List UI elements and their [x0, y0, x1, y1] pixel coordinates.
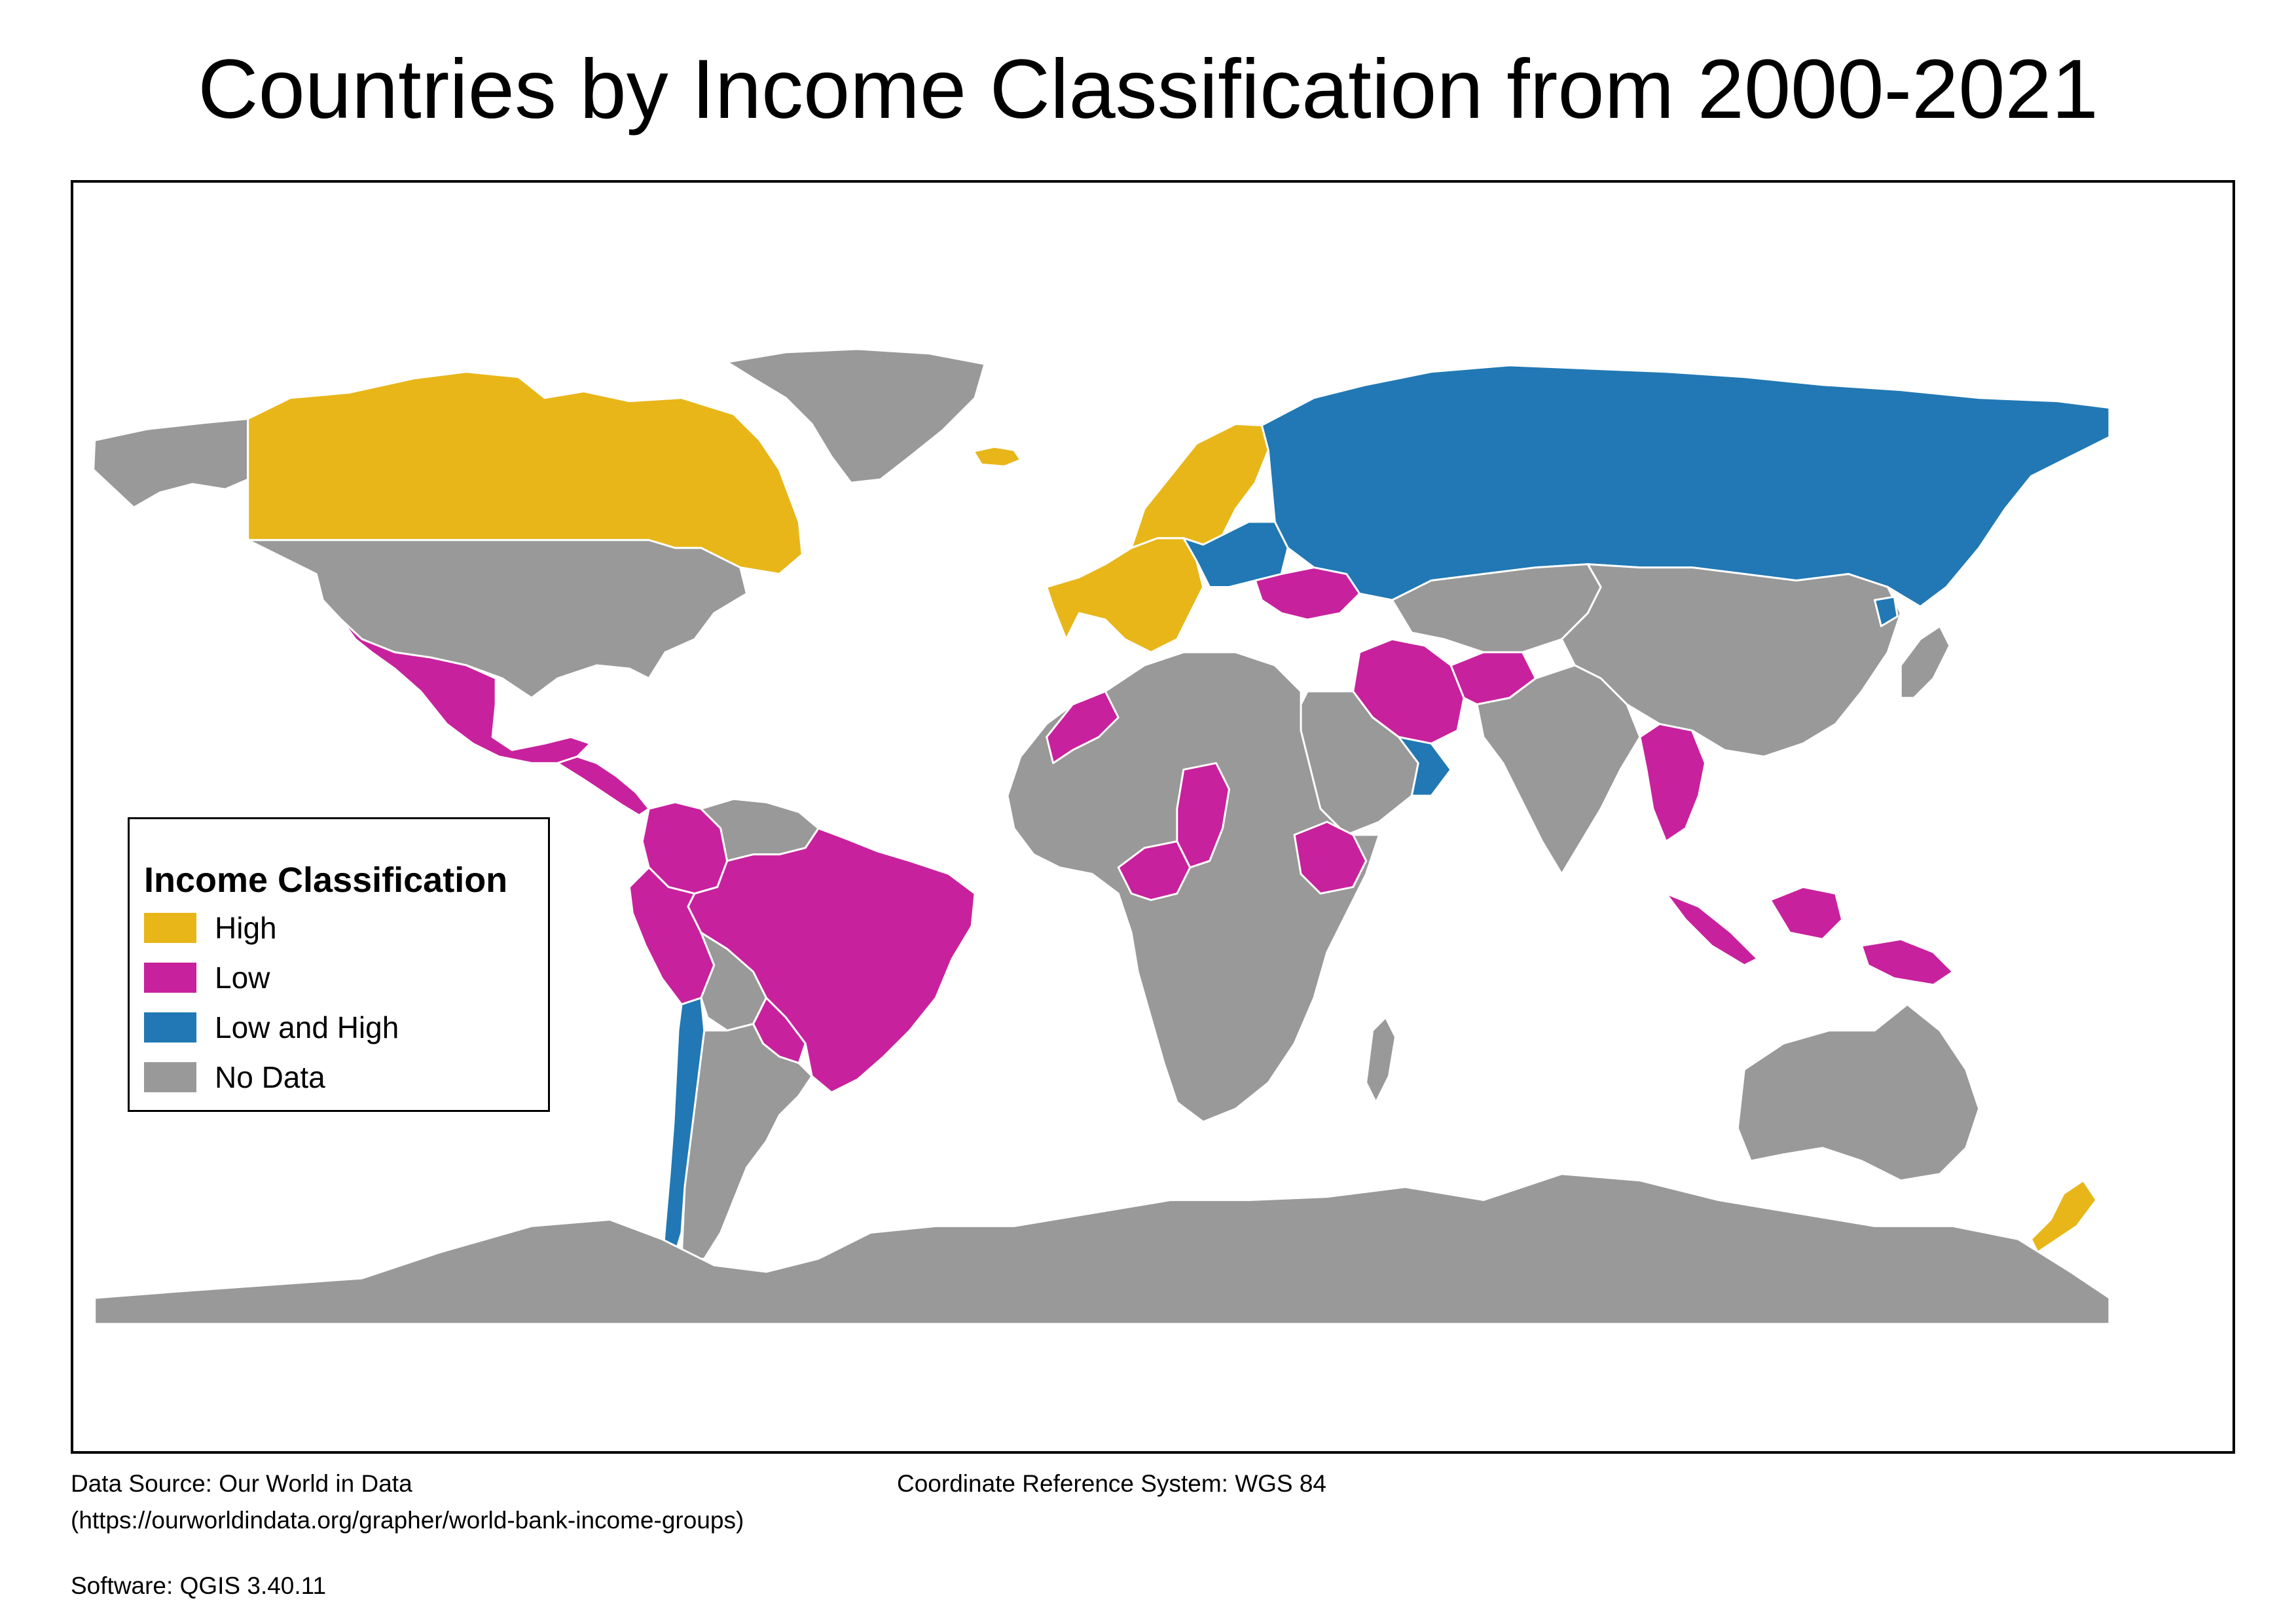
world-map [92, 348, 2111, 1325]
legend-swatch-low-and-high [144, 1012, 196, 1043]
region-eastern-europe [1182, 521, 1289, 588]
legend-title: Income Classification [144, 860, 508, 900]
region-africa [1006, 651, 1381, 1123]
region-nigeria [1117, 840, 1192, 901]
region-antarctica [94, 1173, 2111, 1325]
region-argentina [680, 1023, 813, 1260]
region-western-europe [1046, 537, 1205, 654]
legend-item-no-data: No Data [144, 1059, 325, 1096]
region-indonesia [1665, 886, 1954, 986]
map-legend: Income Classification High Low Low and H… [128, 817, 550, 1112]
legend-swatch-no-data [144, 1062, 196, 1092]
legend-swatch-low [144, 963, 196, 993]
region-india [1476, 664, 1641, 876]
region-morocco [1046, 690, 1120, 764]
legend-item-low-and-high: Low and High [144, 1009, 399, 1046]
region-australia [1736, 1003, 1980, 1182]
region-madagascar [1365, 1016, 1396, 1103]
region-myanmar [1639, 723, 1707, 843]
region-mexico [340, 618, 592, 764]
legend-swatch-high [144, 913, 196, 943]
legend-label-no-data: No Data [215, 1060, 325, 1094]
data-source-url: (https://ourworldindata.org/grapher/worl… [71, 1507, 744, 1534]
region-chad [1176, 762, 1231, 869]
region-russia [1260, 364, 2111, 608]
region-ethiopia [1293, 821, 1368, 895]
region-south-korea [1873, 595, 1899, 627]
region-ukraine [1254, 566, 1361, 621]
legend-label-low-and-high: Low and High [215, 1010, 399, 1044]
legend-label-low: Low [215, 961, 270, 995]
region-japan [1899, 625, 1951, 699]
map-title: Countries by Income Classification from … [198, 43, 2098, 136]
crs-note: Coordinate Reference System: WGS 84 [897, 1470, 1327, 1497]
region-alaska [92, 418, 249, 509]
region-greenland [726, 348, 986, 484]
region-central-america [556, 755, 650, 817]
region-china [1560, 563, 1902, 758]
software-credit: Software: QGIS 3.40.11 [71, 1572, 327, 1599]
region-united-states [247, 539, 748, 699]
data-source-line1: Data Source: Our World in Data [71, 1470, 412, 1497]
region-iceland [972, 445, 1022, 468]
legend-label-high: High [215, 911, 277, 945]
region-new-zealand [2030, 1179, 2098, 1253]
legend-item-low: Low [144, 959, 270, 996]
legend-item-high: High [144, 910, 277, 946]
map-frame [71, 180, 2235, 1454]
region-oman [1397, 736, 1452, 797]
